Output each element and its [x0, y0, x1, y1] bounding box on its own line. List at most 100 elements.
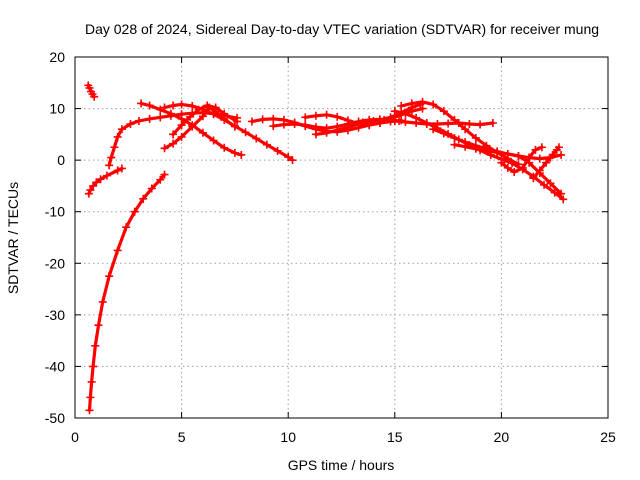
data-point: [333, 126, 342, 135]
data-point: [107, 153, 116, 162]
y-tick-label: 10: [49, 101, 65, 117]
y-tick-label: -20: [45, 255, 65, 271]
data-point: [177, 121, 186, 130]
data-point: [194, 105, 203, 114]
data-point: [301, 121, 310, 130]
data-point: [134, 116, 143, 125]
x-tick-label: 20: [494, 429, 510, 445]
y-tick-label: -50: [45, 410, 65, 426]
data-point: [169, 130, 178, 139]
data-point: [465, 120, 474, 129]
data-point: [258, 115, 267, 124]
data-point: [550, 188, 559, 197]
data-point: [488, 119, 497, 128]
data-point: [461, 142, 470, 151]
data-point: [113, 132, 122, 141]
data-point: [113, 166, 122, 175]
data-point: [113, 246, 122, 255]
x-tick-label: 15: [387, 429, 403, 445]
data-point: [476, 120, 485, 129]
data-point: [471, 133, 480, 142]
data-series: [84, 81, 568, 415]
data-point: [177, 132, 186, 141]
data-point: [105, 272, 114, 281]
data-point: [343, 116, 352, 125]
data-point: [169, 101, 178, 110]
data-point: [557, 150, 566, 159]
data-point: [198, 112, 207, 121]
x-tick-label: 25: [600, 429, 616, 445]
y-tick-label: -10: [45, 204, 65, 220]
plot-frame: [74, 56, 609, 419]
data-point: [540, 180, 549, 189]
data-point: [450, 115, 459, 124]
data-point: [311, 130, 320, 139]
x-axis-label: GPS time / hours: [288, 457, 395, 473]
data-point: [390, 116, 399, 125]
data-point: [117, 164, 126, 173]
data-point: [407, 99, 416, 108]
data-point: [126, 120, 135, 129]
chart-title: Day 028 of 2024, Sidereal Day-to-day VTE…: [85, 21, 599, 37]
data-point: [262, 140, 271, 149]
data-point: [548, 150, 557, 159]
data-point: [418, 104, 427, 113]
data-point: [493, 148, 502, 157]
data-point: [233, 117, 242, 126]
data-point: [84, 189, 93, 198]
series-track-3: [87, 173, 167, 412]
data-point: [156, 113, 165, 122]
data-point: [450, 133, 459, 142]
y-tick-label: 0: [57, 152, 65, 168]
series-track-8: [171, 103, 239, 136]
data-point: [160, 144, 169, 153]
data-point: [86, 186, 95, 195]
data-point: [482, 146, 491, 155]
data-point: [85, 83, 94, 92]
data-point: [139, 194, 148, 203]
x-tick-label: 5: [178, 429, 186, 445]
data-point: [284, 153, 293, 162]
data-point: [220, 109, 229, 118]
data-point: [145, 101, 154, 110]
data-point: [557, 189, 566, 198]
data-point: [401, 109, 410, 118]
y-axis-label: SDTVAR / TECUs: [5, 182, 21, 294]
data-point: [514, 160, 523, 169]
data-point: [211, 103, 220, 112]
grid: [75, 57, 608, 418]
x-tick-label: 0: [71, 429, 79, 445]
data-point: [105, 161, 114, 170]
data-point: [369, 116, 378, 125]
data-point: [98, 297, 107, 306]
data-point: [537, 143, 546, 152]
data-point: [269, 114, 278, 123]
data-point: [85, 406, 94, 415]
data-point: [471, 144, 480, 153]
data-point: [241, 128, 250, 137]
data-point: [322, 128, 331, 137]
data-point: [422, 119, 431, 128]
y-tick-label: -30: [45, 307, 65, 323]
data-point: [269, 122, 278, 131]
data-point: [252, 134, 261, 143]
data-point: [209, 136, 218, 145]
data-point: [87, 377, 96, 386]
data-point: [535, 166, 544, 175]
data-point: [518, 163, 527, 172]
data-point: [380, 115, 389, 124]
data-point: [529, 174, 538, 183]
data-point: [137, 99, 146, 108]
data-point: [531, 145, 540, 154]
data-point: [247, 117, 256, 126]
data-point: [510, 168, 519, 177]
series-track-4: [107, 111, 239, 167]
data-point: [503, 149, 512, 158]
data-point: [203, 101, 212, 110]
data-point: [497, 158, 506, 167]
data-point: [554, 143, 563, 152]
data-point: [230, 122, 239, 131]
data-point: [86, 393, 95, 402]
data-point: [94, 321, 103, 330]
data-point: [333, 112, 342, 121]
